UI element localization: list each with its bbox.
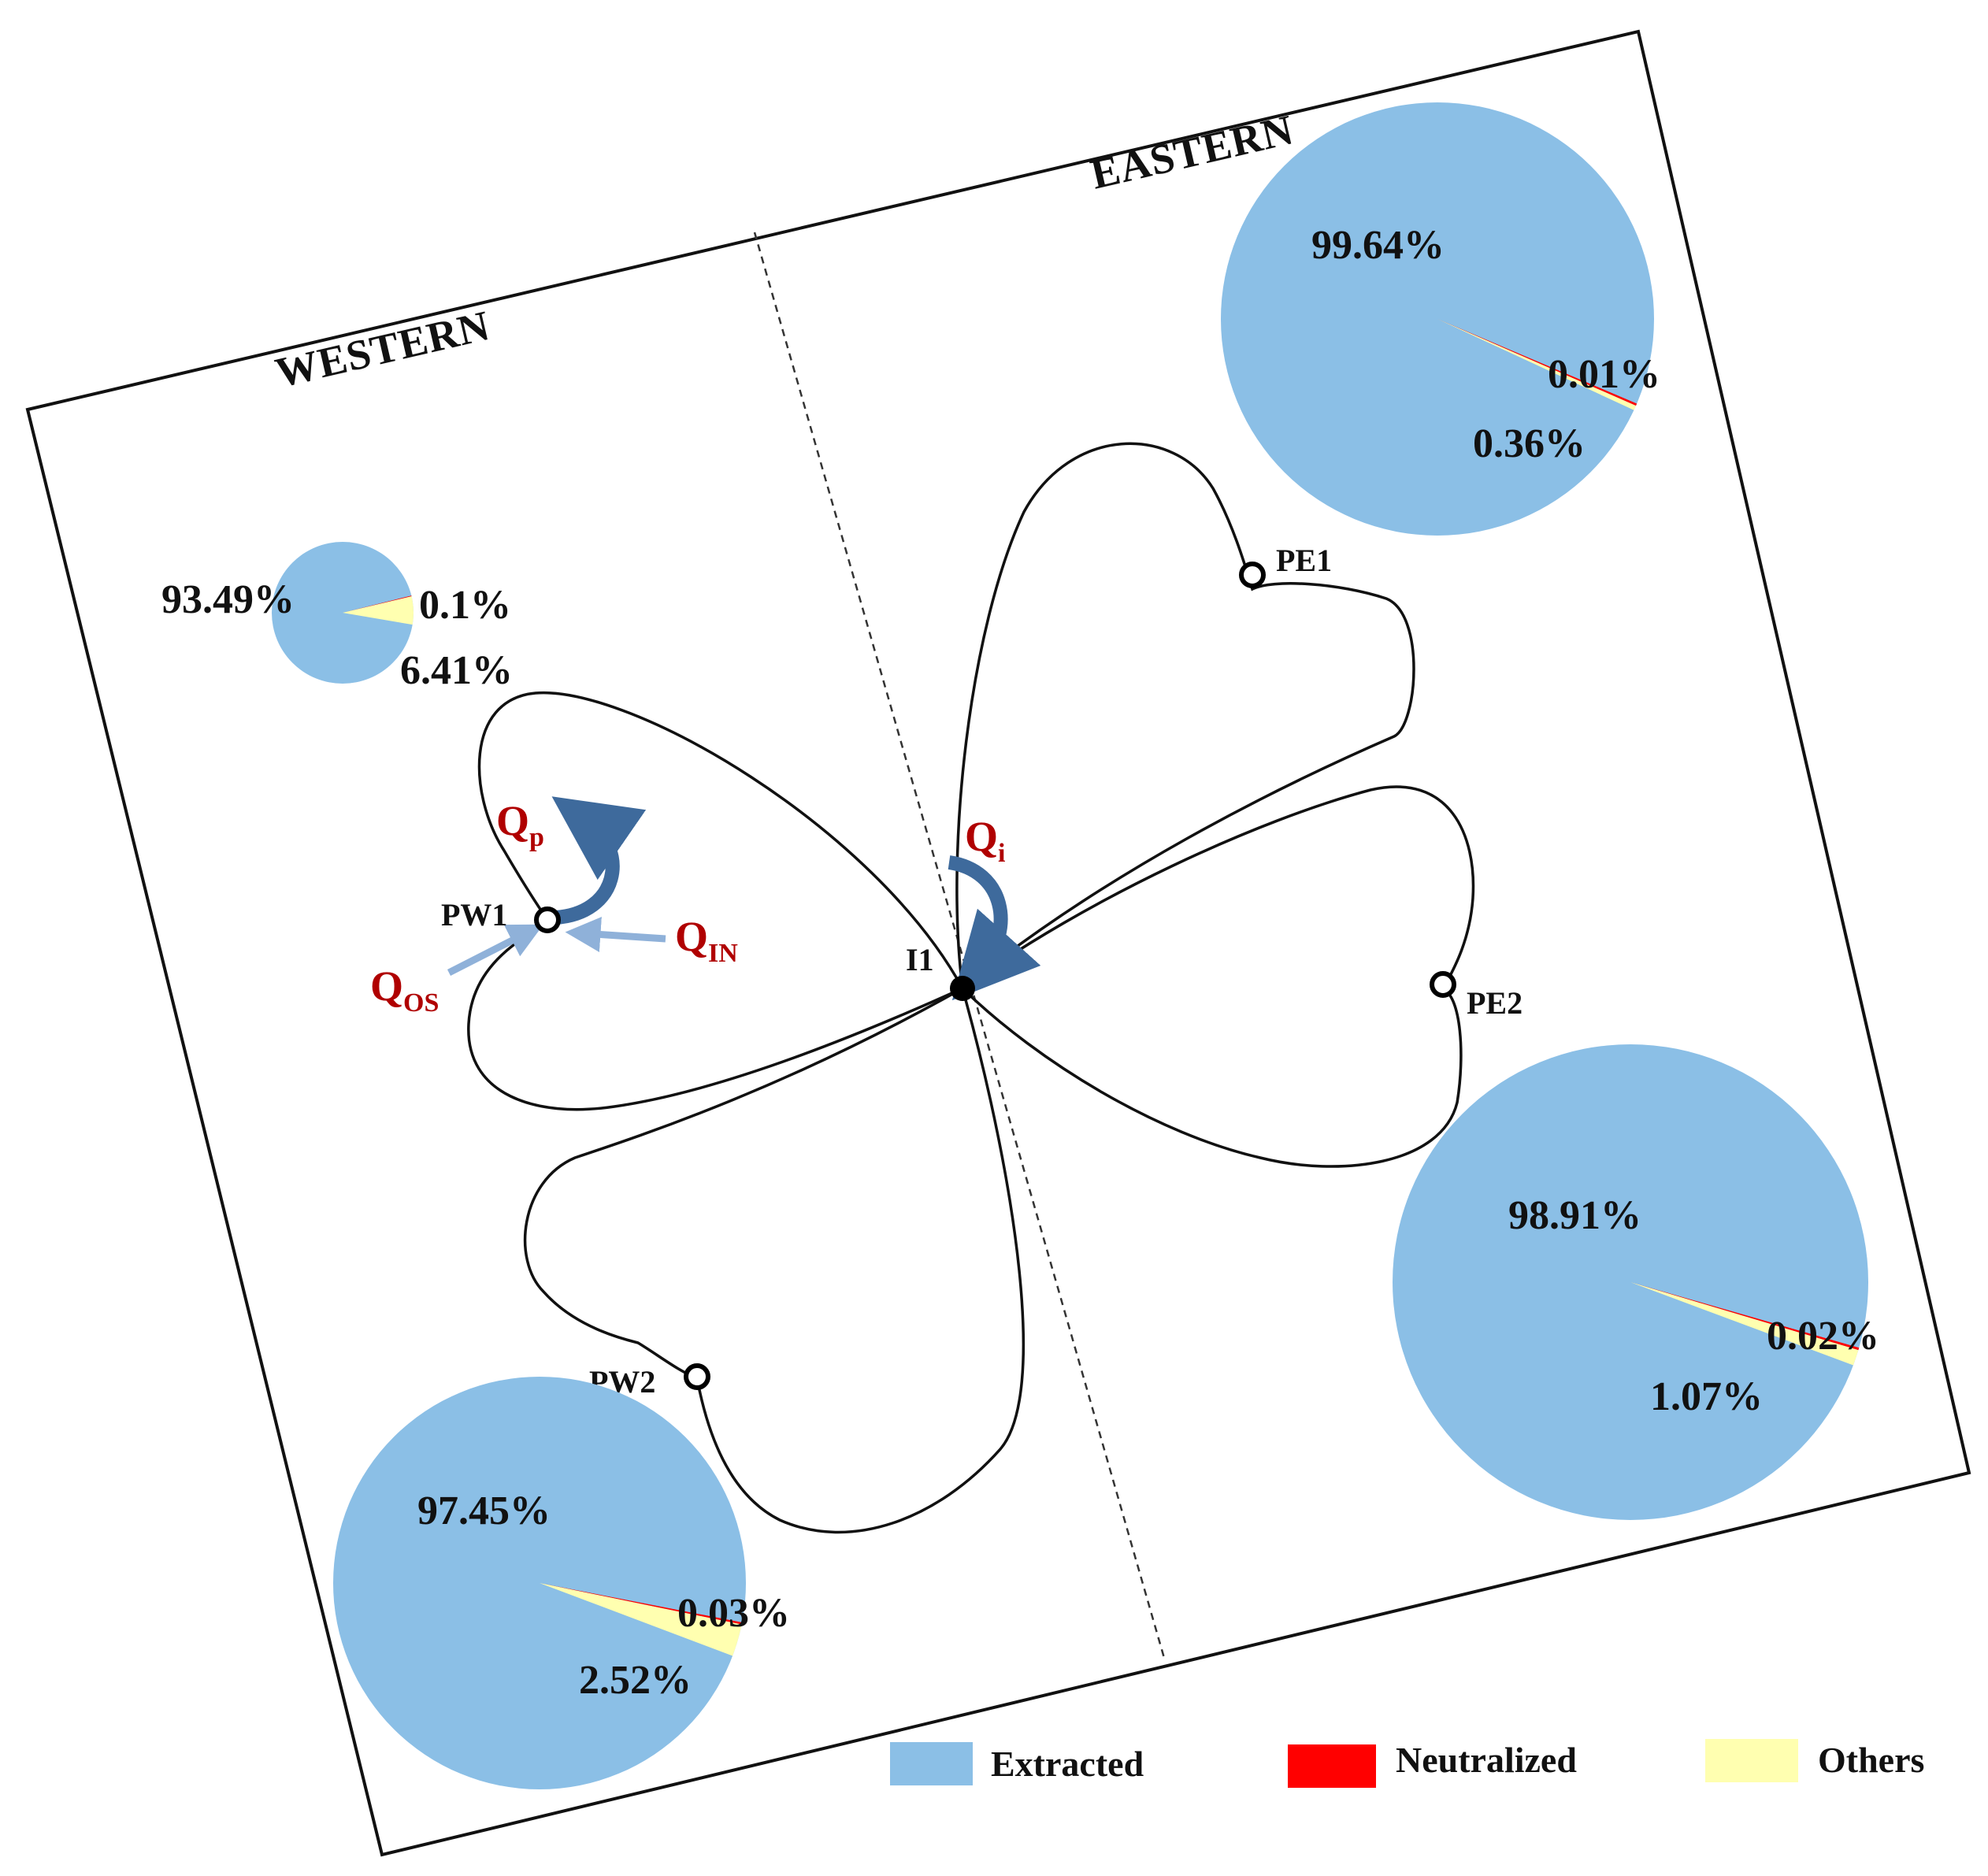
pie-pw1-neutralized-label: 0.1% [419, 583, 511, 628]
streamline-lobe-pe1 [955, 442, 1415, 992]
pie-pe2-slices [1393, 1044, 1868, 1520]
pie-pe1-slices [1221, 102, 1654, 536]
pie-pe1: 99.64% 0.01% 0.36% [1221, 102, 1660, 536]
pie-pe2-slice-neutralized [1630, 1282, 1860, 1351]
pe2-well-label: PE2 [1467, 985, 1523, 1021]
pie-pw1: 93.49% 0.1% 6.41% [161, 542, 513, 693]
pie-pe2-extracted-label: 98.91% [1508, 1193, 1641, 1238]
pw2-well-marker [684, 1363, 710, 1390]
pe1-well-marker [1239, 562, 1266, 588]
legend-swatch-neutralized [1288, 1744, 1376, 1788]
injector-well-label: I1 [906, 942, 934, 977]
pie-pe1-others-label: 0.36% [1473, 421, 1586, 466]
streamline-lobe-pe2 [960, 785, 1475, 1168]
pie-pw2-others-label: 2.52% [579, 1658, 692, 1703]
pie-pe1-extracted-label: 99.64% [1311, 223, 1445, 268]
legend-swatch-others [1705, 1739, 1798, 1782]
pie-pe2: 98.91% 0.02% 1.07% [1393, 1044, 1879, 1520]
region-label-western: WESTERN [271, 302, 494, 397]
pie-pw2-slice-neutralized [540, 1583, 743, 1625]
pie-pe2-others-label: 1.07% [1650, 1374, 1763, 1419]
pe1-well-label: PE1 [1276, 543, 1332, 578]
divider-line [753, 232, 1166, 1659]
streamline-lobe-pw1 [467, 691, 965, 1111]
pie-pe2-neutralized-label: 0.02% [1767, 1314, 1879, 1359]
qi-flow-arrow [948, 855, 1041, 1001]
pie-pe1-slice-others [1437, 319, 1636, 410]
pie-pw2-neutralized-label: 0.03% [677, 1591, 790, 1636]
pie-pw2-slices [333, 1377, 746, 1789]
pie-pw1-slices [272, 542, 414, 684]
pie-pw1-slice-others [343, 596, 414, 625]
qi-label: Qi [965, 813, 1005, 868]
region-label-eastern: EASTERN [1086, 106, 1298, 198]
pe2-well-marker [1430, 971, 1456, 998]
qp-flow-arrow [551, 796, 647, 925]
pie-pw1-others-label: 6.41% [400, 648, 513, 693]
pw1-well-label: PW1 [441, 897, 507, 932]
qin-flow-arrow [565, 917, 666, 952]
pie-pw2-slice-others [540, 1583, 742, 1656]
domain-frame [25, 29, 1971, 1857]
legend-label-neutralized: Neutralized [1396, 1740, 1577, 1780]
pie-pe1-slice-neutralized [1437, 319, 1638, 406]
legend: Extracted Neutralized Others [890, 1739, 1924, 1788]
pie-pe1-neutralized-label: 0.01% [1548, 352, 1660, 397]
pie-pw2-extracted-label: 97.45% [417, 1489, 551, 1533]
pie-pw2: 97.45% 0.03% 2.52% [333, 1377, 790, 1789]
pie-pe2-slice-others [1630, 1282, 1859, 1366]
legend-label-others: Others [1818, 1740, 1924, 1780]
pw1-well-marker [534, 906, 561, 933]
pie-pw1-extracted-label: 93.49% [161, 577, 295, 622]
injector-well-marker [950, 976, 975, 1001]
legend-label-extracted: Extracted [991, 1744, 1144, 1784]
qp-label: Qp [496, 797, 544, 852]
qos-label: QOS [370, 962, 439, 1018]
pie-pw1-slice-neutralized [343, 595, 412, 613]
legend-swatch-extracted [890, 1742, 973, 1785]
qin-label: QIN [675, 913, 738, 968]
qos-flow-arrow [447, 924, 544, 977]
